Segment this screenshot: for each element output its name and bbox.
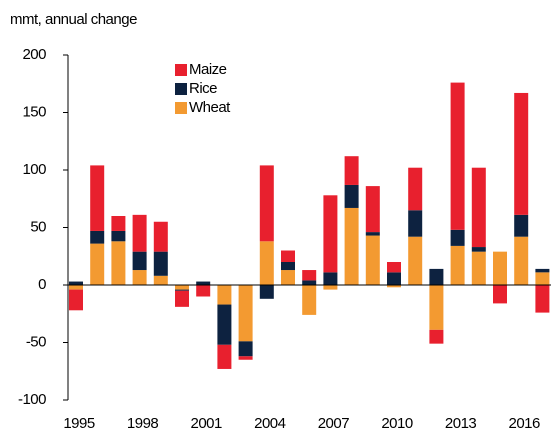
bar-segment xyxy=(429,268,444,285)
bar-segment xyxy=(90,230,105,244)
legend-label: Wheat xyxy=(189,99,231,116)
bar-segment xyxy=(387,272,401,285)
bar-segment xyxy=(111,230,126,242)
bar-segment xyxy=(471,167,486,248)
bar-segment xyxy=(514,236,529,285)
bar-segment xyxy=(323,272,338,285)
bar-segment xyxy=(259,165,274,242)
bar-segment xyxy=(217,344,232,369)
bar-segment xyxy=(259,241,274,285)
bar-segment xyxy=(281,250,295,262)
y-axis-label: mmt, annual change xyxy=(10,11,137,28)
bar-segment xyxy=(493,251,507,285)
bar-segment xyxy=(365,235,380,285)
x-tick-label: 2007 xyxy=(318,415,350,432)
bar-segment xyxy=(450,82,465,230)
y-tick-label: 0 xyxy=(38,276,46,293)
bar-segment xyxy=(196,281,211,285)
bar-segment xyxy=(535,268,550,273)
bar-segment xyxy=(69,285,83,290)
x-tick-label: 2004 xyxy=(254,415,286,432)
bar-segment xyxy=(281,270,295,285)
y-tick-label: 50 xyxy=(30,218,46,235)
bar-segment xyxy=(514,214,529,237)
bar-segment xyxy=(323,285,338,290)
bar-segment xyxy=(153,251,168,276)
bar-segment xyxy=(238,356,253,360)
bar-segment xyxy=(153,221,168,252)
bar-segment xyxy=(111,216,126,231)
bar-segment xyxy=(514,92,529,215)
bar-segment xyxy=(408,167,423,211)
bar-segment xyxy=(344,156,359,185)
bar-segment xyxy=(69,289,83,311)
bar-segment xyxy=(344,207,359,285)
bar-segment xyxy=(429,285,444,330)
x-tick-label: 2016 xyxy=(509,415,541,432)
bar-segment xyxy=(69,281,83,285)
bar-segment xyxy=(175,289,189,291)
x-tick-label: 2013 xyxy=(445,415,477,432)
bar-segment xyxy=(196,285,211,297)
legend-label: Rice xyxy=(189,80,217,97)
bar-segment xyxy=(302,270,317,281)
bar-segment xyxy=(175,290,189,307)
bar-segment xyxy=(387,262,401,273)
bar-segment xyxy=(408,210,423,237)
legend-swatch xyxy=(175,102,187,114)
legend-swatch xyxy=(175,64,187,76)
y-tick-label: -100 xyxy=(18,391,46,408)
bar-segment xyxy=(323,195,338,273)
bar-segment xyxy=(450,245,465,285)
bar-segment xyxy=(365,186,380,233)
bar-segment xyxy=(535,285,550,313)
bar-segment xyxy=(238,285,253,342)
x-tick-label: 1998 xyxy=(127,415,159,432)
bar-segment xyxy=(535,272,550,285)
bar-segment xyxy=(471,251,486,285)
bar-segment xyxy=(302,285,317,315)
bar-segment xyxy=(387,285,401,288)
x-tick-label: 2001 xyxy=(191,415,223,432)
bar-segment xyxy=(132,270,147,285)
bar-segment xyxy=(493,285,507,304)
bar-segment xyxy=(259,285,274,299)
bar-segment xyxy=(281,262,295,271)
bar-segment xyxy=(217,285,232,305)
bar-segment xyxy=(408,236,423,285)
bar-segment xyxy=(111,241,126,285)
bar-segment xyxy=(90,243,105,285)
y-tick-label: -50 xyxy=(26,333,46,350)
bar-segment xyxy=(450,229,465,246)
y-tick-label: 150 xyxy=(22,103,46,120)
bar-segment xyxy=(217,304,232,345)
legend-swatch xyxy=(175,83,187,95)
y-tick-label: 200 xyxy=(22,46,46,63)
bar-segment xyxy=(471,247,486,252)
bar-segment xyxy=(344,184,359,208)
y-tick-label: 100 xyxy=(22,161,46,178)
x-tick-label: 2010 xyxy=(381,415,413,432)
bar-segment xyxy=(153,275,168,285)
bar-segment xyxy=(132,214,147,252)
bar-segment xyxy=(429,329,444,344)
bar-segment xyxy=(365,232,380,236)
x-tick-label: 1995 xyxy=(63,415,95,432)
bar-segment xyxy=(302,280,317,285)
legend-label: Maize xyxy=(189,61,227,78)
bar-segment xyxy=(238,341,253,357)
bar-segment xyxy=(175,285,189,290)
bar-segment xyxy=(132,251,147,271)
bar-segment xyxy=(90,165,105,231)
